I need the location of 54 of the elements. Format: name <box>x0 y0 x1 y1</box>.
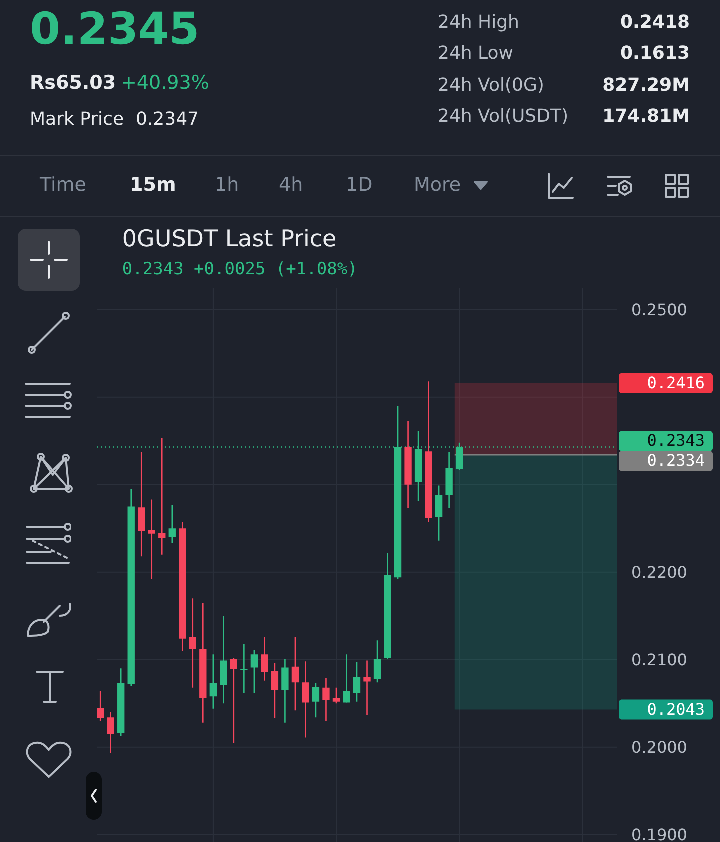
candlestick <box>158 438 166 556</box>
text: 15m <box>130 174 176 196</box>
candlestick <box>210 654 217 710</box>
candlestick <box>240 643 248 694</box>
candlestick <box>332 687 340 704</box>
candlestick <box>322 678 330 722</box>
text: +40.93% <box>121 72 210 94</box>
candlestick <box>189 598 196 689</box>
text: Rs65.03 <box>30 72 116 94</box>
text: More <box>414 174 462 196</box>
candlestick <box>271 662 279 720</box>
candlestick <box>312 682 320 718</box>
candlestick <box>107 712 114 754</box>
text: 0.2418 <box>620 12 690 33</box>
text: 1h <box>215 174 240 196</box>
text: 24h High <box>438 12 520 33</box>
y-tick-label: 0.2500 <box>632 300 688 320</box>
y-tick-label: 0.2200 <box>632 562 688 582</box>
text: 174.81M <box>602 106 690 127</box>
text: Time <box>40 174 86 196</box>
candlestick <box>364 660 371 716</box>
text: 0.2347 <box>136 109 199 130</box>
chart-subtitle: 0.2343 +0.0025 (+1.08%) <box>122 260 358 280</box>
band-label: 0.2416 <box>647 373 705 392</box>
ref-line-label: 0.2334 <box>647 451 705 470</box>
text: 4h <box>279 174 304 196</box>
candlestick <box>250 650 258 694</box>
candlestick <box>282 658 289 724</box>
candlestick <box>148 499 156 580</box>
text: 24h Vol(USDT) <box>438 106 568 127</box>
text: 24h Low <box>438 43 514 64</box>
candlestick <box>230 657 238 744</box>
y-tick-label: 0.2100 <box>632 650 688 670</box>
band-label: 0.2043 <box>647 700 705 719</box>
y-tick-label: 0.1900 <box>632 825 688 842</box>
text: 24h Vol(0G) <box>438 75 544 96</box>
ref-line-label: 0.2343 <box>647 431 705 450</box>
text: 0.2345 <box>30 4 200 55</box>
text: 827.29M <box>602 75 690 96</box>
text: Mark Price <box>30 109 124 130</box>
chart-title: 0GUSDT Last Price <box>122 226 337 252</box>
candlestick <box>435 485 443 542</box>
text: 0.1613 <box>620 43 690 64</box>
candlestick <box>261 636 268 682</box>
candlestick <box>292 636 300 712</box>
text: 1D <box>346 174 373 196</box>
y-tick-label: 0.2000 <box>632 738 688 757</box>
candlestick <box>138 452 146 558</box>
candlestick <box>97 690 104 722</box>
candlestick <box>353 662 361 703</box>
candlestick <box>374 640 382 684</box>
candlestick <box>343 654 350 704</box>
candlestick <box>168 504 176 544</box>
candlestick <box>302 660 310 738</box>
